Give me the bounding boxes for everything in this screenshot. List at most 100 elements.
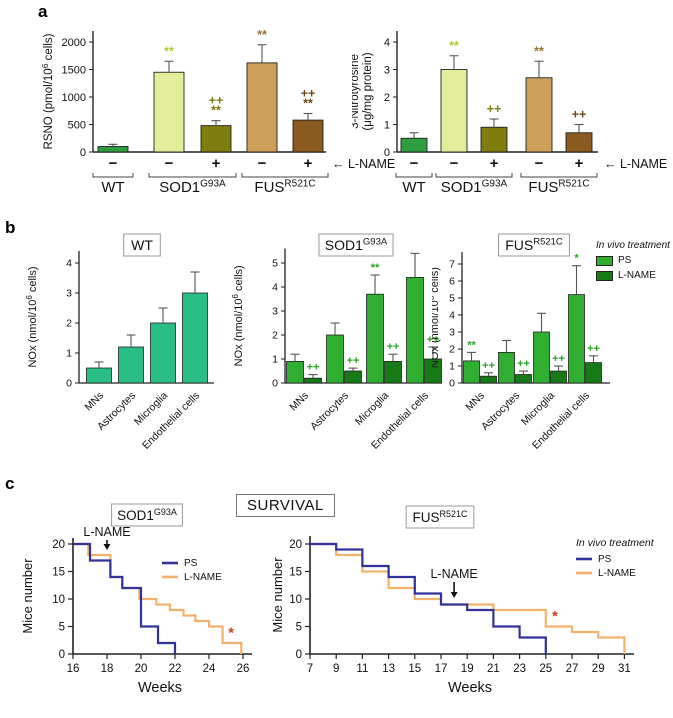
y-tick-label: 1500 <box>62 65 86 77</box>
panel-a-label: a <box>38 2 48 21</box>
significance-mark: ++ <box>347 355 360 367</box>
group-bracket <box>395 173 433 178</box>
x-tick-label: 11 <box>356 663 368 675</box>
significance-mark: ++ <box>301 87 316 101</box>
group-bracket <box>92 173 134 178</box>
y-tick-label: 20 <box>289 539 302 551</box>
bar-L-NAME <box>304 377 322 384</box>
significance-mark: ** <box>534 44 544 58</box>
significance-mark: ++ <box>427 334 440 346</box>
y-tick-label: 2 <box>66 318 72 330</box>
y-tick-label: 4 <box>449 310 455 322</box>
sod1-survival-chart: 0 5 10 15 20 16 18 20 22 24 26 Weeks Mice number SOD1… <box>10 486 280 718</box>
y-tick-label: 2 <box>272 330 278 342</box>
x-axis-label: Weeks <box>138 680 182 696</box>
y-axis-label: RSNO (pmol/106 cells) <box>40 33 55 149</box>
y-axis-label: 3-Nitrotyrosine <box>352 54 361 129</box>
label: FUSR521C <box>528 178 589 196</box>
label: WT <box>402 179 425 196</box>
y-tick-label: 3 <box>66 288 72 300</box>
treatment-sign: + <box>212 155 221 172</box>
rsno-bar-chart: 0 500 1000 1500 2000 RSNO (pmol/106 cells) − **… <box>38 12 398 222</box>
y-axis-label: NOx (nmol/106 cells) <box>25 266 39 367</box>
significance-mark: ++ <box>572 108 587 122</box>
sfus-svg: 0 5 10 15 20 7 9 11 13 15 17 19 21 23 25 27 29 31 Weeks Mic… <box>270 505 655 696</box>
bar-PS <box>498 352 515 384</box>
survival-curve-PS <box>73 542 177 654</box>
treatment-sign: − <box>450 155 459 172</box>
survival-curve-L-NAME <box>310 542 626 654</box>
nitro-svg: 0 1 2 3 4 3-Nitrotyrosine (μg/mg protein) − ** − +… <box>349 31 667 196</box>
treatment-sign: + <box>490 155 499 172</box>
y-axis-label: Mice number <box>272 557 285 633</box>
significance-mark: ** <box>467 339 476 351</box>
y-tick-label: 0 <box>80 147 86 159</box>
y-tick-label: 4 <box>384 37 390 49</box>
survival-title: SURVIVAL <box>236 494 335 517</box>
bar-PS <box>463 360 480 384</box>
y-tick-label: 2 <box>384 92 390 104</box>
x-tick-label: 18 <box>101 663 114 675</box>
x-tick-label: 17 <box>435 663 448 675</box>
annotation-arrowhead <box>103 544 111 550</box>
category-label: Astrocytes <box>308 390 351 433</box>
bar-WT <box>182 292 208 384</box>
bar-WT <box>86 367 112 384</box>
significance-mark: ++ <box>552 353 565 365</box>
y-tick-label: 10 <box>52 594 65 606</box>
annotation-arrowhead <box>450 592 458 598</box>
significance-mark: * <box>574 253 579 265</box>
legend-lname-label: L-NAME <box>618 270 656 281</box>
y-tick-label: 1 <box>384 120 390 132</box>
chart-title-box <box>111 503 183 527</box>
legend-label: L-NAME <box>598 568 636 579</box>
lname-axis-label: ← L-NAME <box>604 157 667 171</box>
chart-title-box <box>123 233 161 257</box>
lname-annotation: L-NAME <box>430 567 477 581</box>
significance-mark: ** <box>257 28 267 42</box>
significance-mark: ++ <box>487 102 502 116</box>
x-tick-label: 25 <box>539 663 552 675</box>
rsno-svg: 0 500 1000 1500 2000 RSNO (pmol/106 cells) − **… <box>40 28 395 196</box>
panel-c-label: c <box>5 474 15 493</box>
y-tick-label: 15 <box>52 567 65 579</box>
bar-PS <box>406 277 424 384</box>
y-tick-label: 4 <box>66 258 72 270</box>
bar <box>400 137 428 153</box>
y-tick-label: 1 <box>449 361 455 373</box>
y-tick-label: 0 <box>66 378 72 390</box>
bar-L-NAME <box>480 375 497 384</box>
category-label: Microglia <box>353 390 391 428</box>
category-label: Astrocytes <box>479 390 522 433</box>
x-tick-label: 26 <box>237 663 250 675</box>
category-label: MNs <box>287 390 311 414</box>
y-tick-label: 0 <box>296 649 302 661</box>
x-tick-label: 15 <box>408 663 421 675</box>
bar <box>97 146 129 153</box>
x-tick-label: 23 <box>513 663 526 675</box>
treatment-sign: − <box>258 155 267 172</box>
legend-title: In vivo treatment <box>596 240 670 251</box>
legend-item-ps: PS <box>596 255 670 266</box>
treatment-sign: + <box>304 155 313 172</box>
y-tick-label: 1 <box>272 354 278 366</box>
treatment-sign: − <box>165 155 174 172</box>
treatment-sign: − <box>535 155 544 172</box>
label: FUSR521C <box>412 509 468 525</box>
y-tick-label: 5 <box>272 258 278 270</box>
y-tick-label: 15 <box>289 567 302 579</box>
x-tick-label: 13 <box>382 663 395 675</box>
y-tick-label: 1 <box>66 348 72 360</box>
group-bracket <box>148 173 237 178</box>
category-label: MNs <box>463 390 487 414</box>
y-tick-label: 5 <box>59 622 65 634</box>
bar-PS <box>286 360 304 384</box>
x-tick-label: 16 <box>67 663 80 675</box>
lname-swatch <box>596 270 613 281</box>
group-bracket <box>435 173 513 178</box>
significance-mark: ** <box>449 39 459 53</box>
significance-mark: ** <box>164 44 174 58</box>
x-tick-label: 19 <box>461 663 474 675</box>
